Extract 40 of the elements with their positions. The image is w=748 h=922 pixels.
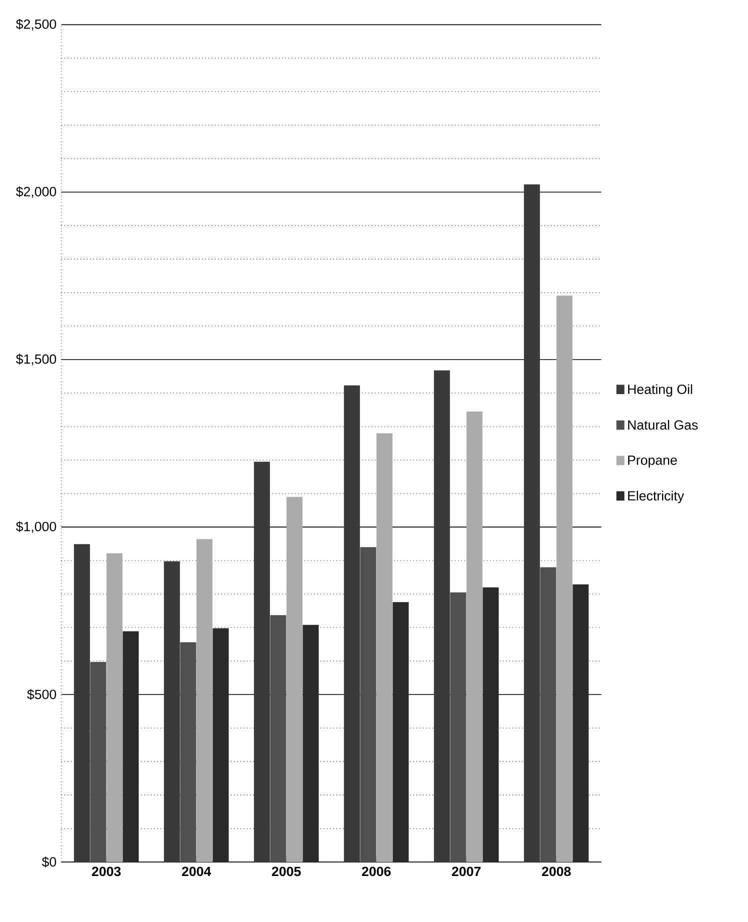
y-tick-label: $0	[42, 856, 56, 868]
bar	[556, 296, 572, 862]
bar	[450, 592, 466, 862]
legend-label: Natural Gas	[628, 420, 698, 430]
bar	[524, 184, 540, 862]
bar	[270, 615, 286, 862]
bar	[466, 412, 482, 862]
x-tick-label: 2007	[452, 866, 481, 876]
y-tick-label: $1,500	[16, 354, 56, 366]
bar	[376, 433, 392, 862]
bar	[392, 602, 409, 862]
bar	[344, 385, 360, 862]
legend-label: Propane	[628, 456, 677, 468]
legend-label: Heating Oil	[628, 384, 692, 397]
x-tick-label: 2005	[272, 866, 301, 876]
bar	[212, 628, 229, 862]
bar	[180, 642, 196, 862]
x-tick-label: 2008	[542, 866, 571, 876]
bar	[90, 662, 106, 862]
x-tick-label: 2004	[182, 866, 212, 876]
y-tick-label: $2,500	[16, 18, 56, 30]
bar	[360, 547, 376, 862]
y-tick-label: $500	[27, 689, 56, 700]
y-tick-label: $2,000	[16, 186, 56, 198]
bar	[254, 462, 270, 862]
bar	[106, 553, 122, 862]
bar	[164, 561, 180, 862]
bar	[286, 496, 302, 862]
bar	[196, 539, 212, 862]
bar	[434, 370, 450, 862]
x-tick-label: 2006	[362, 866, 391, 876]
bar	[482, 587, 499, 862]
bar	[74, 544, 90, 862]
y-tick-label: $1,000	[16, 521, 56, 533]
bar	[572, 584, 589, 862]
bar	[302, 624, 319, 862]
bar	[540, 567, 556, 862]
legend-label: Electricity	[628, 490, 684, 504]
x-tick-label: 2003	[92, 866, 121, 876]
bar	[122, 631, 139, 862]
